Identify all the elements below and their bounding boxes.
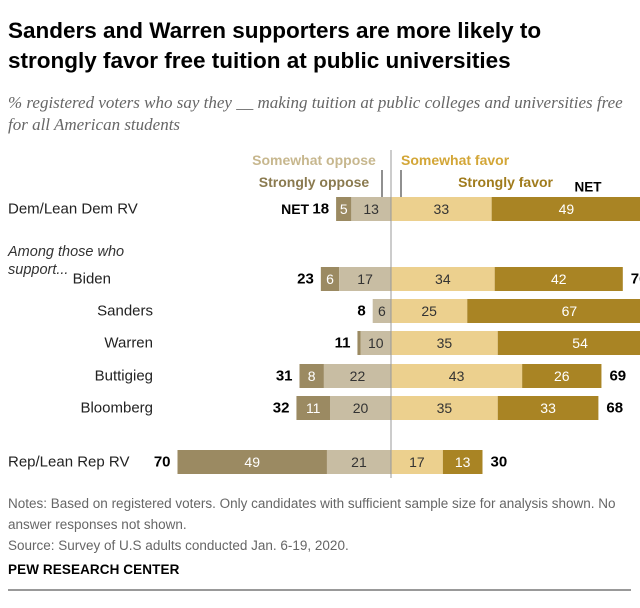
net-favor-value: 76 (631, 271, 640, 288)
net-oppose-value: 32 (273, 400, 290, 417)
bar-strongly-favor (442, 450, 483, 474)
bar-strongly-favor (491, 197, 640, 221)
bar-somewhat-favor (391, 267, 495, 291)
bar-somewhat-favor (391, 364, 523, 388)
value-label-strongly-oppose: 5 (340, 201, 348, 217)
value-label-somewhat-oppose: 22 (350, 368, 366, 384)
value-label-somewhat-favor: 34 (435, 271, 451, 287)
net-favor-value: 68 (606, 400, 623, 417)
net-oppose-value: 23 (297, 271, 314, 288)
value-label-somewhat-favor: 43 (449, 368, 465, 384)
bar-somewhat-favor (391, 331, 498, 355)
bar-somewhat-favor (391, 197, 492, 221)
category-label: Buttigieg (95, 368, 153, 385)
notes: Notes: Based on registered voters. Only … (8, 496, 616, 532)
value-label-strongly-favor: 49 (559, 201, 575, 217)
value-label-somewhat-oppose: 20 (353, 400, 369, 416)
value-label-strongly-favor: 54 (572, 335, 588, 351)
net-oppose-value: 70 (154, 454, 171, 471)
legend-somewhat-favor: Somewhat favor (401, 152, 510, 168)
bar-strongly-favor (497, 396, 599, 420)
bar-strongly-oppose (357, 331, 361, 355)
value-label-somewhat-oppose: 6 (378, 303, 386, 319)
bar-somewhat-favor (391, 396, 498, 420)
category-label: Rep/Lean Rep RV (8, 454, 129, 471)
value-label-strongly-oppose: 11 (306, 400, 321, 416)
bar-somewhat-oppose (351, 197, 391, 221)
net-favor-value: 69 (609, 368, 626, 385)
legend-strongly-favor: Strongly favor (458, 174, 553, 190)
bar-strongly-oppose (320, 267, 340, 291)
value-label-somewhat-oppose: 17 (357, 271, 373, 287)
value-label-somewhat-favor: 33 (434, 201, 450, 217)
bar-strongly-oppose (299, 364, 324, 388)
net-favor-value: 30 (491, 454, 508, 471)
bar-somewhat-oppose (326, 450, 391, 474)
group-label-line2: support... (8, 262, 68, 278)
bar-strongly-favor (494, 267, 623, 291)
value-label-strongly-favor: 13 (455, 454, 471, 470)
net-oppose-value: 11 (335, 335, 351, 352)
bar-strongly-favor (497, 331, 640, 355)
value-label-strongly-favor: 67 (562, 303, 578, 319)
value-label-strongly-favor: 42 (551, 271, 567, 287)
bar-somewhat-favor (391, 450, 443, 474)
bar-somewhat-oppose (323, 364, 391, 388)
value-label-somewhat-favor: 17 (409, 454, 425, 470)
value-label-somewhat-favor: 35 (437, 335, 453, 351)
category-label: Dem/Lean Dem RV (8, 201, 138, 218)
value-label-somewhat-favor: 25 (421, 303, 437, 319)
value-label-strongly-oppose: 49 (244, 454, 260, 470)
chart-subtitle: % registered voters who say they __ maki… (8, 93, 623, 134)
bar-strongly-oppose (177, 450, 327, 474)
legend-somewhat-oppose: Somewhat oppose (252, 152, 376, 168)
bar-strongly-oppose (296, 396, 330, 420)
group-label-line1: Among those who (7, 244, 124, 260)
org-name: PEW RESEARCH CENTER (8, 562, 180, 577)
chart-title: Sanders and Warren supporters are more l… (8, 18, 542, 73)
bar-somewhat-oppose (339, 267, 391, 291)
bar-strongly-favor (522, 364, 602, 388)
category-label: Warren (104, 335, 153, 352)
value-label-strongly-oppose: 8 (308, 368, 316, 384)
category-label: Sanders (97, 303, 153, 320)
bar-somewhat-oppose (330, 396, 391, 420)
net-oppose-value: 31 (276, 368, 293, 385)
value-label-strongly-favor: 26 (554, 368, 570, 384)
legend-strongly-oppose: Strongly oppose (259, 174, 370, 190)
value-label-somewhat-oppose: 13 (363, 201, 379, 217)
bar-strongly-oppose (336, 197, 352, 221)
category-label: Bloomberg (80, 400, 153, 417)
diverging-bar-chart: Somewhat oppose Strongly oppose Somewhat f… (7, 150, 640, 478)
source: Source: Survey of U.S adults conducted J… (8, 538, 349, 553)
bar-strongly-favor (467, 299, 640, 323)
net-oppose-value: 8 (357, 303, 365, 320)
net-header: NET (575, 180, 603, 195)
category-label: Biden (73, 271, 111, 288)
bar-somewhat-oppose (372, 299, 391, 323)
bottom-rule (8, 589, 631, 591)
bar-somewhat-oppose (360, 331, 391, 355)
bar-somewhat-favor (391, 299, 468, 323)
value-label-somewhat-oppose: 10 (368, 335, 384, 351)
net-oppose-value: 18 (312, 201, 329, 218)
value-label-strongly-favor: 33 (540, 400, 556, 416)
net-prefix: NET (281, 201, 309, 217)
value-label-somewhat-favor: 35 (437, 400, 453, 416)
value-label-strongly-oppose: 6 (326, 271, 334, 287)
value-label-somewhat-oppose: 21 (351, 454, 367, 470)
